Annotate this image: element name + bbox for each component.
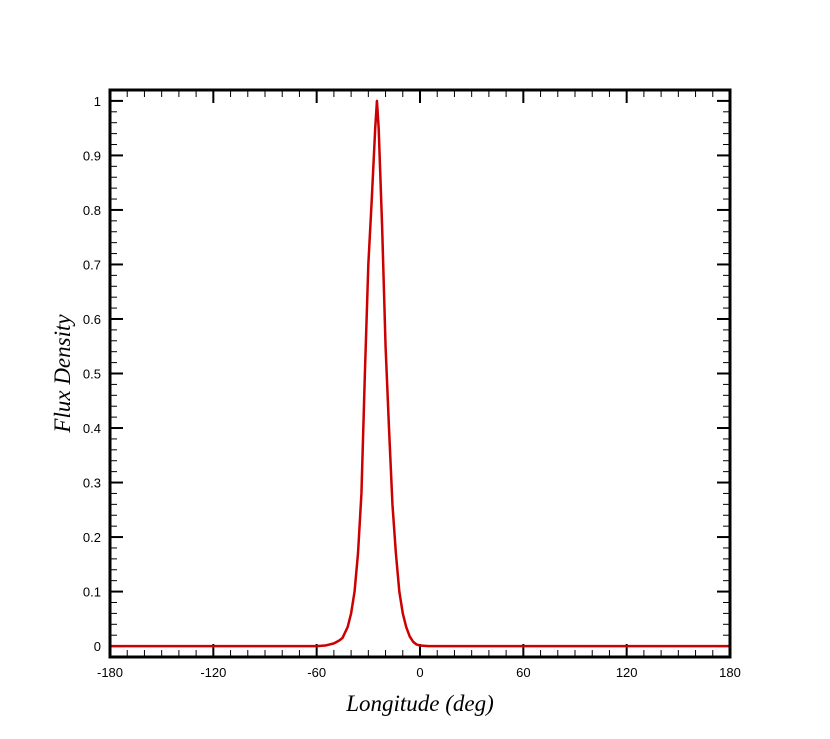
series-line xyxy=(110,99,730,648)
y-tick-label: 0.9 xyxy=(83,148,101,163)
y-tick-label: 0.3 xyxy=(83,476,101,491)
y-tick-label: 0.6 xyxy=(83,312,101,327)
y-tick-label: 1 xyxy=(94,94,101,109)
x-tick-label: 180 xyxy=(719,665,741,680)
y-tick-label: 0.1 xyxy=(83,585,101,600)
y-tick-labels: 0 0.1 0.2 0.3 0.4 0.5 0.6 0.7 0.8 0.9 1 xyxy=(83,94,101,654)
y-tick-label: 0.5 xyxy=(83,367,101,382)
plot-frame xyxy=(108,88,732,659)
x-tick-label: -120 xyxy=(200,665,226,680)
y-tick-label: 0.8 xyxy=(83,203,101,218)
y-tick-label: 0.2 xyxy=(83,530,101,545)
y-tick-label: 0.7 xyxy=(83,257,101,272)
x-tick-label: 0 xyxy=(416,665,423,680)
y-tick-label: 0 xyxy=(94,639,101,654)
x-tick-label: 120 xyxy=(616,665,638,680)
x-tick-label: -180 xyxy=(97,665,123,680)
y-tick-label: 0.4 xyxy=(83,421,101,436)
y-axis-title: Flux Density xyxy=(50,314,75,434)
x-tick-labels: -180 -120 -60 0 60 120 180 xyxy=(97,665,741,680)
x-tick-label: 60 xyxy=(516,665,530,680)
x-tick-label: -60 xyxy=(307,665,326,680)
axis-ticks xyxy=(109,90,731,657)
x-axis-title: Longitude (deg) xyxy=(345,691,494,716)
